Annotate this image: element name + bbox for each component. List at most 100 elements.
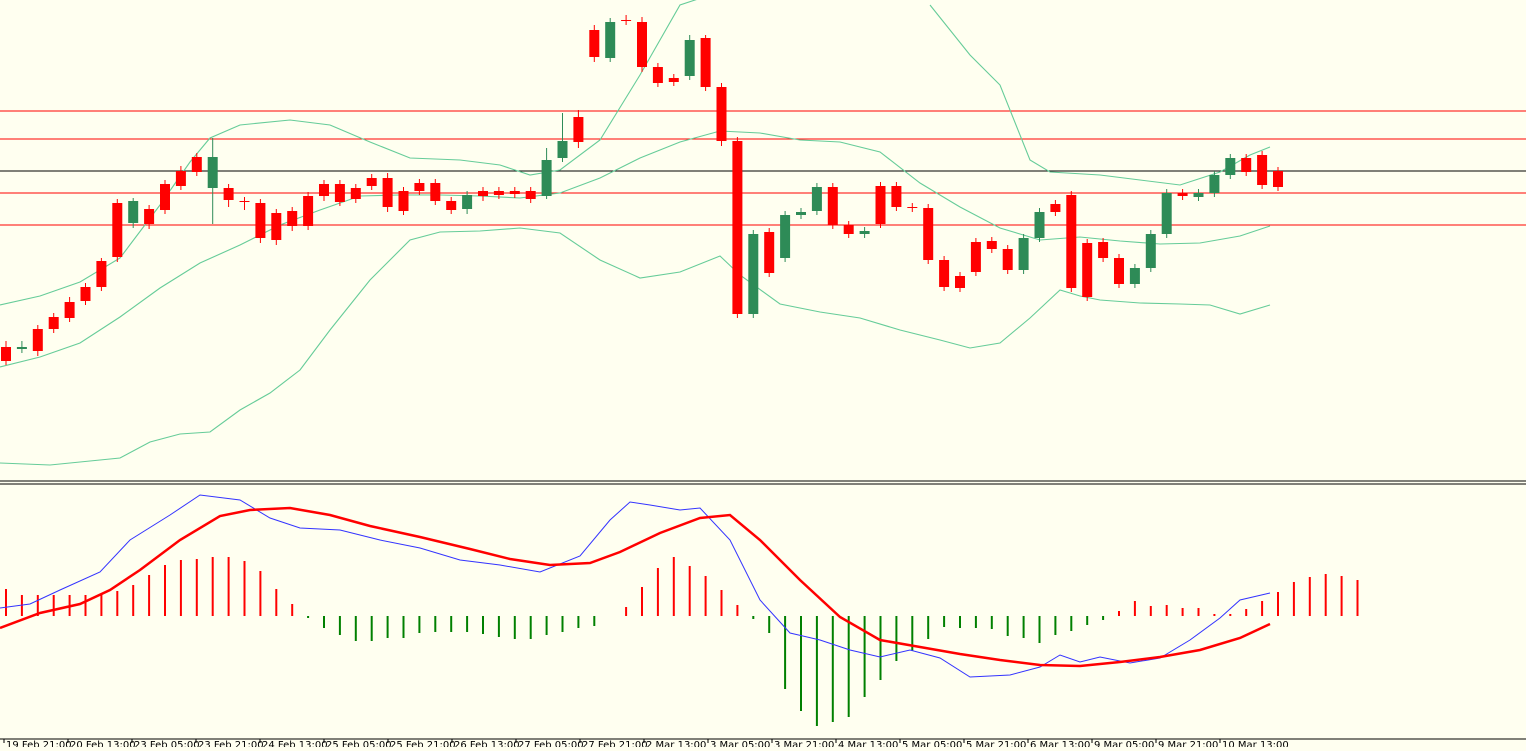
candle[interactable] — [1161, 189, 1172, 238]
candle[interactable] — [223, 184, 234, 207]
time-tick-label: 4 Mar 13:00 — [838, 740, 898, 747]
candle-body — [48, 317, 59, 329]
candle[interactable] — [493, 187, 504, 199]
candle[interactable] — [970, 238, 981, 276]
candle[interactable] — [509, 187, 520, 198]
candle[interactable] — [382, 173, 393, 212]
time-tick-label: 23 Feb 21:00 — [198, 740, 264, 747]
candle[interactable] — [827, 183, 838, 229]
candle[interactable] — [1129, 264, 1140, 288]
candle-body — [811, 187, 822, 211]
candle-body — [780, 215, 791, 258]
candle[interactable] — [923, 204, 934, 264]
candle[interactable] — [589, 25, 600, 62]
candle[interactable] — [1098, 238, 1109, 262]
candle[interactable] — [557, 113, 568, 162]
candle[interactable] — [796, 208, 806, 219]
candle[interactable] — [939, 256, 950, 291]
candle[interactable] — [1225, 154, 1236, 179]
candle[interactable] — [1018, 234, 1029, 274]
candle[interactable] — [1209, 171, 1220, 197]
candle[interactable] — [1241, 154, 1252, 176]
candle[interactable] — [1, 341, 11, 365]
candle[interactable] — [80, 283, 91, 305]
candle[interactable] — [780, 211, 791, 262]
candle-body — [207, 157, 218, 188]
candle-body — [1129, 268, 1140, 284]
candle[interactable] — [573, 110, 584, 148]
candle-body — [1098, 242, 1109, 258]
candle[interactable] — [907, 203, 918, 212]
candle[interactable] — [748, 230, 759, 318]
candle[interactable] — [668, 74, 679, 86]
macd-signal-line — [0, 506, 1271, 668]
candle[interactable] — [64, 297, 75, 322]
time-tick-label: 9 Mar 05:00 — [1094, 740, 1154, 747]
candle[interactable] — [239, 197, 250, 210]
candle[interactable] — [398, 187, 409, 215]
candle[interactable] — [287, 207, 298, 231]
candle[interactable] — [271, 209, 282, 245]
candle[interactable] — [621, 15, 632, 25]
candle[interactable] — [1193, 189, 1204, 201]
candle[interactable] — [366, 174, 377, 190]
candle[interactable] — [859, 227, 870, 238]
candle[interactable] — [652, 63, 663, 87]
candle[interactable] — [1257, 151, 1268, 189]
candle[interactable] — [541, 148, 552, 199]
candle[interactable] — [414, 179, 425, 195]
candle[interactable] — [986, 237, 997, 253]
candle[interactable] — [430, 179, 441, 205]
candle[interactable] — [955, 272, 965, 292]
candle[interactable] — [1066, 191, 1077, 292]
candle[interactable] — [96, 258, 107, 291]
candle[interactable] — [1177, 189, 1188, 200]
candle[interactable] — [716, 83, 727, 146]
price-panel — [0, 0, 1526, 466]
candle[interactable] — [350, 184, 361, 203]
candle[interactable] — [1273, 167, 1283, 191]
candle[interactable] — [160, 180, 170, 214]
candle[interactable] — [732, 137, 743, 318]
candle[interactable] — [16, 341, 27, 353]
candle-body — [1002, 249, 1013, 270]
candle[interactable] — [478, 187, 488, 201]
candle[interactable] — [1114, 254, 1124, 288]
candle[interactable] — [191, 153, 202, 176]
candle[interactable] — [843, 221, 854, 238]
candle[interactable] — [1034, 208, 1045, 242]
candle[interactable] — [303, 192, 314, 230]
candle-body — [382, 178, 393, 207]
candle[interactable] — [1050, 200, 1061, 216]
candle[interactable] — [32, 325, 43, 356]
candle[interactable] — [1145, 230, 1156, 272]
candle[interactable] — [700, 35, 711, 91]
candle[interactable] — [1082, 239, 1093, 301]
candle[interactable] — [891, 182, 902, 211]
candle[interactable] — [255, 199, 266, 243]
candle-body — [287, 211, 298, 226]
candle[interactable] — [144, 205, 155, 229]
candle-body — [684, 40, 695, 76]
candle[interactable] — [207, 138, 218, 224]
candle[interactable] — [525, 187, 536, 203]
candle[interactable] — [319, 180, 329, 201]
candle[interactable] — [764, 228, 775, 277]
candle[interactable] — [112, 199, 123, 262]
candle-body — [462, 195, 473, 209]
candle[interactable] — [1002, 245, 1013, 274]
candle[interactable] — [684, 35, 695, 80]
candle[interactable] — [175, 166, 186, 190]
candle[interactable] — [811, 183, 822, 215]
candle[interactable] — [446, 197, 457, 214]
candle[interactable] — [334, 180, 345, 206]
candle[interactable] — [462, 191, 473, 214]
candle[interactable] — [875, 182, 886, 228]
candle[interactable] — [48, 313, 59, 333]
time-tick-label: 5 Mar 21:00 — [966, 740, 1026, 747]
candle[interactable] — [128, 198, 139, 228]
candle[interactable] — [637, 17, 647, 72]
candle[interactable] — [605, 18, 616, 62]
